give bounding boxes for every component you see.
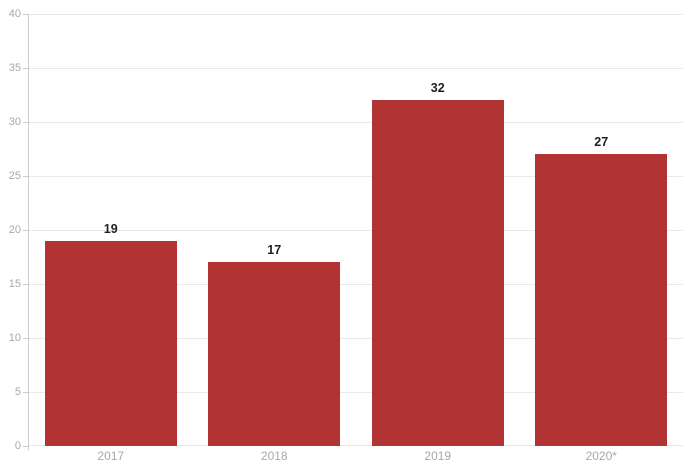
y-tick-mark-35: [23, 67, 28, 69]
gridline-0: [29, 445, 683, 446]
y-tick-label-15: 15: [8, 278, 21, 290]
y-tick-mark-15: [23, 283, 28, 285]
gridline-40: [29, 13, 683, 15]
y-axis: 0 5 10 15 20 25 30 35 40: [0, 8, 29, 452]
y-tick-mark-5: [23, 391, 28, 393]
bar-value-label-2017: 19: [103, 221, 118, 236]
bar-value-label-2019: 32: [430, 81, 445, 96]
x-tick-label-2018: 2018: [260, 449, 288, 463]
x-axis: 2017 2018 2019 2020*: [29, 449, 683, 469]
gridline-35: [29, 67, 683, 69]
y-tick-mark-25: [23, 175, 28, 177]
y-tick-mark-40: [23, 13, 28, 15]
gridline-30: [29, 121, 683, 123]
y-tick-mark-30: [23, 121, 28, 123]
bar-value-label-2018: 17: [267, 243, 282, 258]
y-tick-label-30: 30: [8, 116, 21, 128]
gridline-25: [29, 175, 683, 177]
gridline-5: [29, 391, 683, 393]
x-tick-label-2020*: 2020*: [585, 449, 617, 463]
bar-2017: [44, 240, 177, 446]
gridline-10: [29, 337, 683, 339]
gridline-20: [29, 229, 683, 231]
bar-2018: [208, 262, 341, 446]
x-tick-label-2017: 2017: [97, 449, 125, 463]
gridline-15: [29, 283, 683, 285]
y-tick-label-25: 25: [8, 170, 21, 182]
plot-area: 19 17 32 27: [29, 13, 683, 446]
bar-2019: [371, 100, 504, 446]
y-tick-mark-20: [23, 229, 28, 231]
bar-value-label-2020*: 27: [594, 135, 609, 150]
bar-2020*: [535, 154, 668, 446]
y-tick-mark-10: [23, 337, 28, 339]
x-tick-label-2019: 2019: [424, 449, 452, 463]
y-tick-label-20: 20: [8, 224, 21, 236]
y-tick-label-10: 10: [8, 332, 21, 344]
y-tick-label-35: 35: [8, 62, 21, 74]
y-tick-label-40: 40: [8, 8, 21, 20]
y-tick-label-5: 5: [14, 386, 21, 398]
y-tick-mark-0: [23, 445, 28, 447]
y-tick-label-0: 0: [14, 440, 21, 452]
